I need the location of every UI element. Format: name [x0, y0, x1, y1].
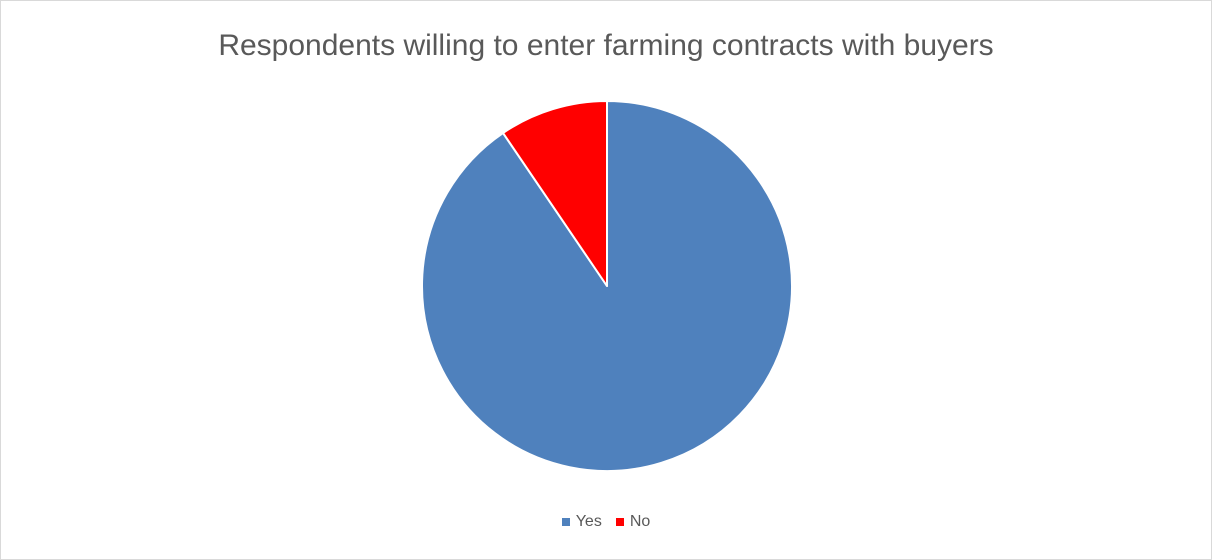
- chart-title: Respondents willing to enter farming con…: [218, 29, 994, 62]
- legend: Yes No: [1, 513, 1211, 531]
- pie-slice-no: [502, 100, 608, 287]
- pie-slice-yes: [421, 100, 793, 472]
- legend-label-no: No: [629, 513, 651, 530]
- legend-label-yes: Yes: [575, 513, 602, 530]
- legend-item-no: No: [615, 513, 651, 531]
- legend-swatch-no: [615, 518, 624, 526]
- legend-swatch-yes: [561, 518, 570, 526]
- legend-item-yes: Yes: [561, 513, 602, 531]
